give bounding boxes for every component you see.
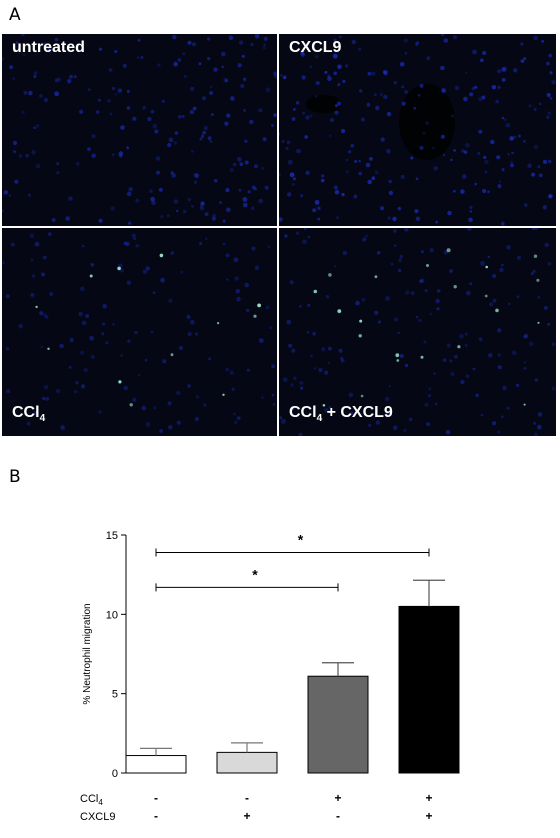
micrograph-ccl4: CCl4 (2, 228, 277, 436)
y-axis-label: % Neutrophil migration (82, 603, 93, 704)
micrograph-label: CCl4 + CXCL9 (289, 404, 393, 425)
cxcl9-marker-2: - (336, 809, 340, 823)
significance-star-0: * (298, 531, 304, 547)
y-tick-label-5: 5 (112, 689, 118, 701)
micrograph-ccl4-cxcl9: CCl4 + CXCL9 (279, 228, 556, 436)
bar-3 (398, 605, 460, 774)
ccl4-marker-2: + (334, 791, 341, 805)
micrograph-label: untreated (12, 39, 85, 56)
cxcl9-marker-3: + (425, 809, 432, 823)
row-label-ccl4: CCl4 (80, 793, 103, 807)
ccl4-marker-1: - (245, 791, 249, 805)
cxcl9-marker-0: - (154, 809, 158, 823)
panel-b-letter: B (9, 467, 21, 487)
micrograph-texture (2, 232, 276, 433)
micrograph-grid: untreated CXCL9 CCl4 CCl4 + CXCL9 (2, 34, 556, 436)
micrograph-untreated: untreated (2, 34, 277, 226)
ccl4-marker-0: - (154, 791, 158, 805)
neutrophil-migration-chart: 0 5 10 15 % Neutrophil migration - - - + + - + + CCl4… (80, 530, 460, 823)
micrograph-cxcl9: CXCL9 (279, 34, 556, 226)
significance-star-1: * (252, 566, 258, 582)
micrograph-label: CCl4 (12, 404, 46, 425)
y-tick-label-0: 0 (112, 768, 118, 780)
bar-1 (216, 751, 278, 774)
micrograph-label: CXCL9 (289, 39, 342, 56)
ccl4-marker-3: + (425, 791, 432, 805)
bar-2 (307, 675, 369, 774)
row-label-cxcl9: CXCL9 (80, 811, 115, 823)
micrograph-texture (279, 34, 556, 226)
y-tick-label-10: 10 (106, 609, 118, 621)
micrograph-texture (279, 228, 556, 436)
y-tick-label-15: 15 (106, 530, 118, 542)
bar-0 (125, 755, 187, 774)
micrograph-texture (2, 34, 277, 225)
panel-a-letter: A (9, 5, 21, 25)
cxcl9-marker-1: + (243, 809, 250, 823)
